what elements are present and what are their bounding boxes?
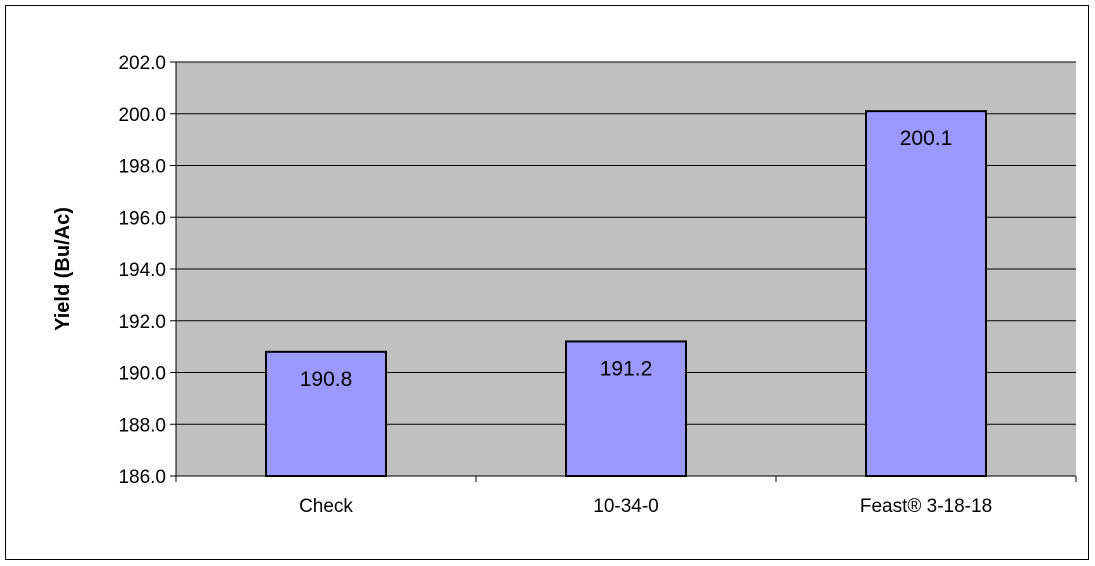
- axes: [170, 61, 1077, 482]
- y-tick-label: 202.0: [118, 53, 166, 74]
- y-tick-label: 190.0: [118, 364, 166, 385]
- data-label: 190.8: [300, 368, 353, 391]
- y-tick-label: 188.0: [118, 415, 166, 436]
- y-tick-label: 192.0: [118, 312, 166, 333]
- x-tick-label: Feast® 3-18-18: [860, 496, 992, 517]
- data-label: 200.1: [900, 127, 953, 150]
- y-tick-label: 200.0: [118, 105, 166, 126]
- bar: [265, 350, 387, 477]
- bar: [865, 110, 987, 477]
- y-tick-label: 198.0: [118, 157, 166, 178]
- labels: 186.0 188.0 190.0 192.0 194.0 196.0 198.0 200.0…: [118, 53, 992, 517]
- data-label: 191.2: [600, 357, 653, 380]
- x-tick-label: Check: [299, 496, 353, 517]
- x-tick-label: 10-34-0: [593, 496, 659, 517]
- y-axis-title: Yield (Bu/Ac): [52, 207, 74, 331]
- bars: [265, 110, 987, 478]
- y-tick-label: 194.0: [118, 260, 166, 281]
- bar: [565, 340, 687, 478]
- y-tick-label: 196.0: [118, 208, 166, 229]
- y-tick-label: 186.0: [118, 467, 166, 488]
